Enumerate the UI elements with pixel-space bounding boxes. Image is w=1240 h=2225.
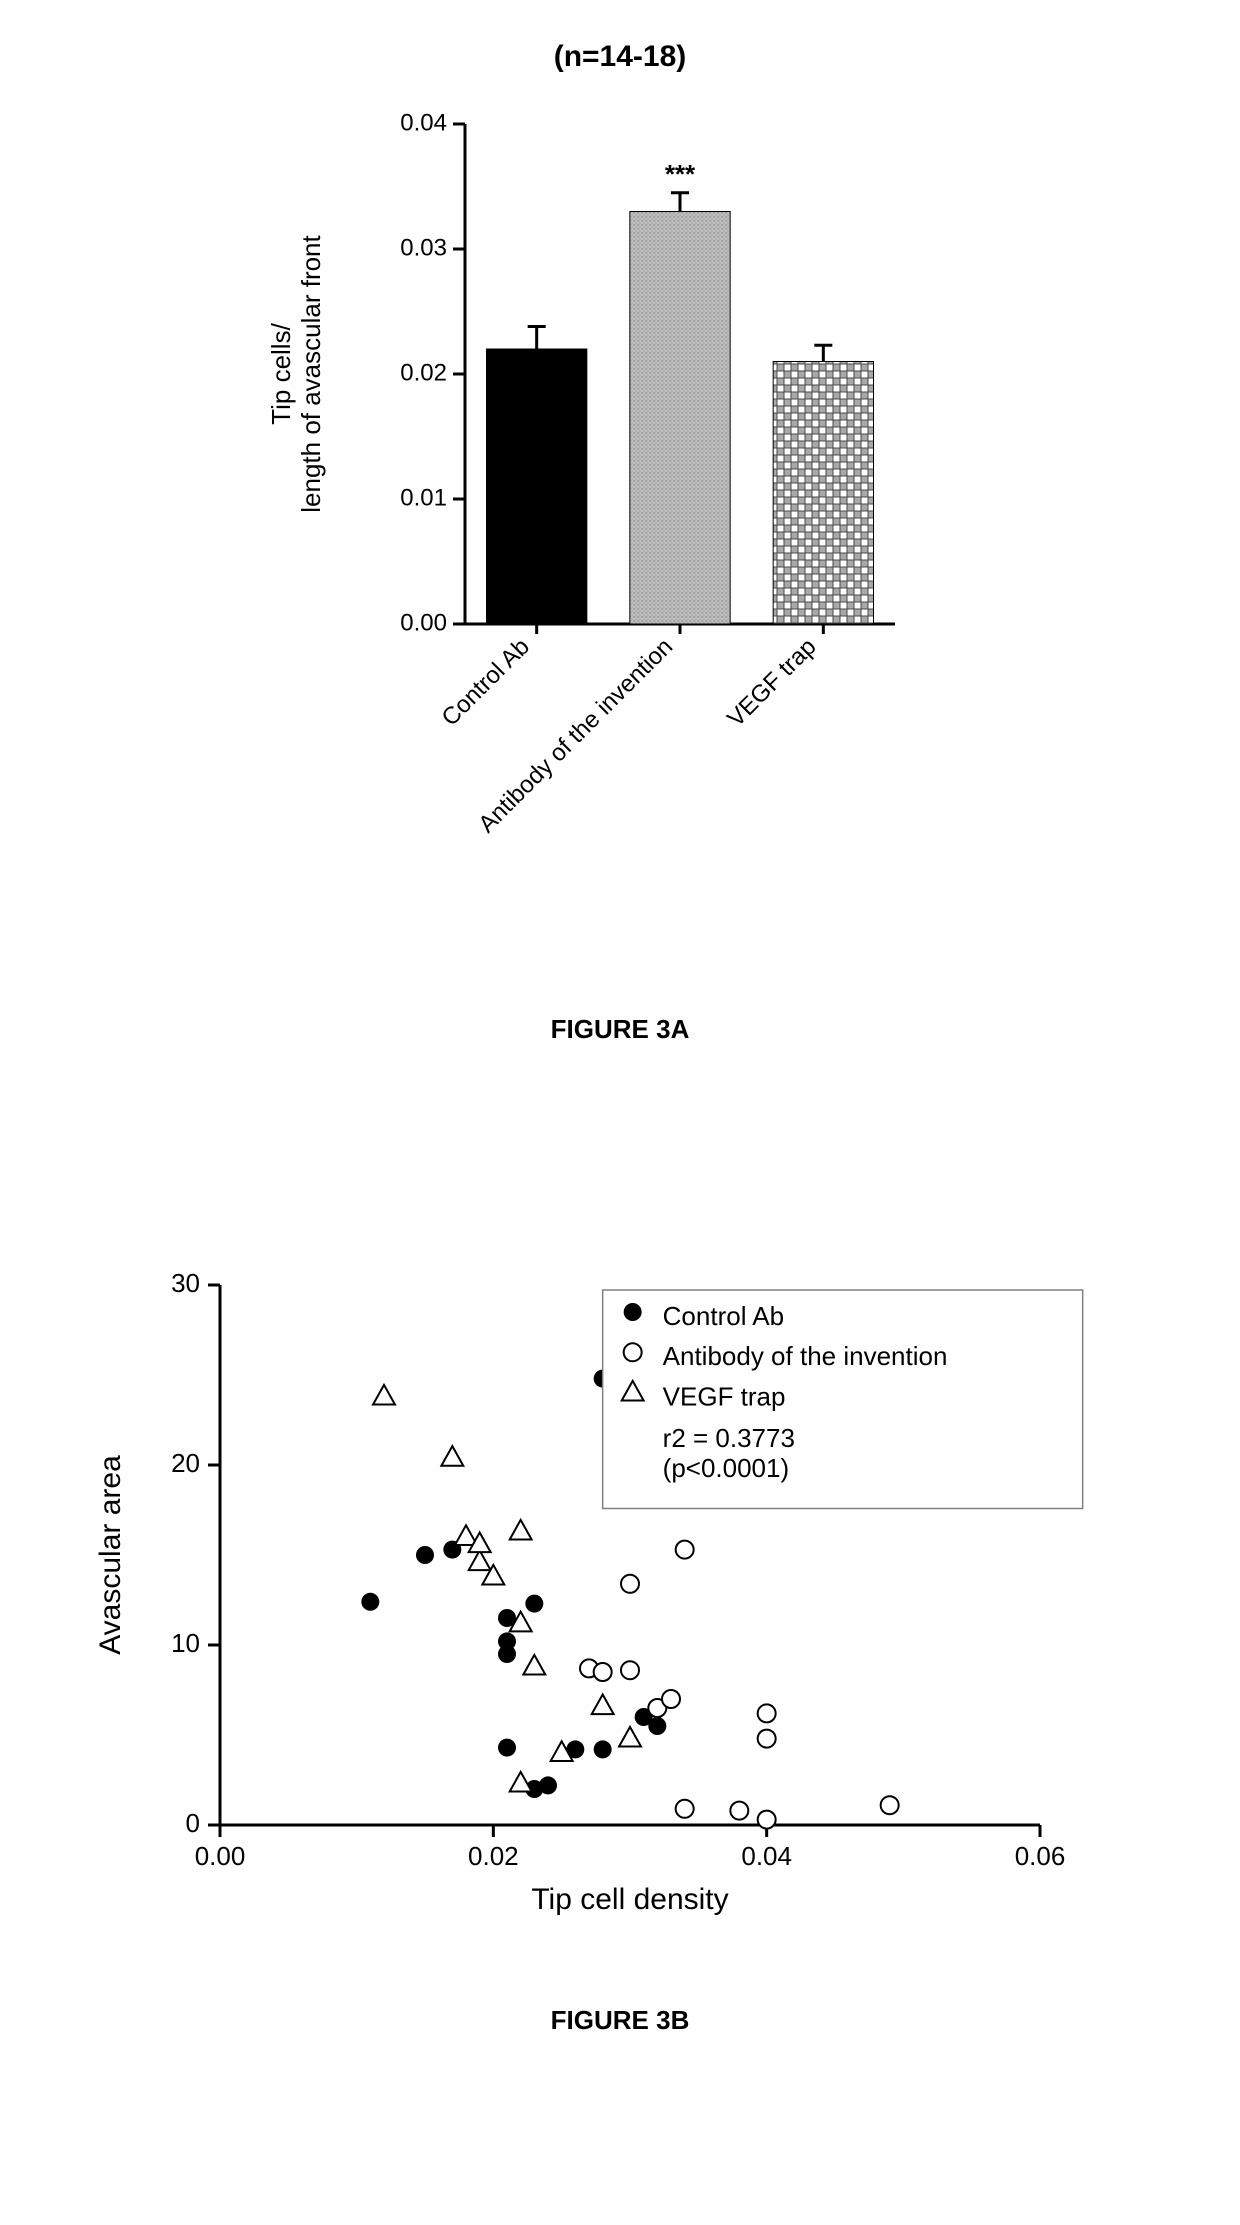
point-open-circle — [676, 1541, 694, 1559]
bar — [630, 212, 730, 625]
svg-text:Tip cells/: Tip cells/ — [266, 322, 296, 424]
svg-text:0.00: 0.00 — [400, 609, 447, 636]
figure-3a-block: (n=14-18) 0.00 0.01 0.02 0.03 0.04 Tip cells/… — [0, 40, 1240, 1045]
point-open-triangle — [619, 1727, 641, 1747]
point-filled-circle — [594, 1740, 612, 1758]
fig-b-caption: FIGURE 3B — [551, 2005, 690, 2036]
point-open-circle — [758, 1730, 776, 1748]
figure-3b-block: 0 10 20 30 0.00 0.02 0.04 0.06 Avascular area Tip… — [0, 1245, 1240, 2036]
point-open-circle — [594, 1663, 612, 1681]
point-open-circle — [730, 1802, 748, 1820]
bar — [487, 349, 587, 624]
legend-stat: (p<0.0001) — [663, 1453, 789, 1483]
svg-text:0.02: 0.02 — [468, 1841, 519, 1871]
point-open-triangle — [373, 1385, 395, 1405]
point-open-circle — [758, 1704, 776, 1722]
svg-text:0.02: 0.02 — [400, 359, 447, 386]
significance-marker: *** — [665, 159, 696, 189]
fig-a-chart: 0.00 0.01 0.02 0.03 0.04 Tip cells/length of … — [245, 84, 995, 984]
fig-a-over-title: (n=14-18) — [554, 40, 687, 74]
legend-item-label: Control Ab — [663, 1301, 784, 1331]
fig-a-caption: FIGURE 3A — [551, 1014, 690, 1045]
point-open-triangle — [469, 1550, 491, 1570]
svg-text:0.01: 0.01 — [400, 484, 447, 511]
x-axis-label: Tip cell density — [531, 1883, 728, 1916]
svg-text:0.00: 0.00 — [195, 1841, 246, 1871]
point-filled-circle — [539, 1776, 557, 1794]
point-filled-circle — [416, 1546, 434, 1564]
point-open-circle — [621, 1661, 639, 1679]
point-open-circle — [881, 1796, 899, 1814]
fig-b-chart: 0 10 20 30 0.00 0.02 0.04 0.06 Avascular area Tip… — [70, 1245, 1170, 1975]
y-axis-label: Avascular area — [94, 1455, 127, 1655]
point-open-circle — [624, 1343, 642, 1361]
point-open-circle — [621, 1575, 639, 1593]
svg-text:0.04: 0.04 — [400, 109, 447, 136]
point-open-circle — [662, 1690, 680, 1708]
point-filled-circle — [624, 1303, 642, 1321]
svg-text:length of avascular front: length of avascular front — [296, 234, 326, 512]
svg-text:30: 30 — [171, 1268, 200, 1298]
point-filled-circle — [498, 1739, 516, 1757]
bar-category-label: VEGF trap — [722, 633, 821, 732]
point-open-triangle — [592, 1694, 614, 1714]
svg-text:0.04: 0.04 — [741, 1841, 792, 1871]
bar-category-label: Control Ab — [437, 633, 535, 731]
legend-item-label: VEGF trap — [663, 1381, 786, 1411]
point-filled-circle — [525, 1595, 543, 1613]
point-open-triangle — [510, 1520, 532, 1540]
bar — [773, 362, 873, 625]
point-open-circle — [758, 1811, 776, 1829]
point-open-circle — [676, 1800, 694, 1818]
svg-text:0.03: 0.03 — [400, 234, 447, 261]
legend-stat: r2 = 0.3773 — [663, 1423, 795, 1453]
svg-text:20: 20 — [171, 1448, 200, 1478]
point-open-triangle — [523, 1655, 545, 1675]
point-filled-circle — [361, 1593, 379, 1611]
point-filled-circle — [648, 1717, 666, 1735]
svg-text:0: 0 — [186, 1808, 200, 1838]
point-open-triangle — [510, 1772, 532, 1792]
point-open-triangle — [441, 1446, 463, 1466]
legend-item-label: Antibody of the invention — [663, 1341, 948, 1371]
svg-text:10: 10 — [171, 1628, 200, 1658]
svg-text:0.06: 0.06 — [1015, 1841, 1066, 1871]
point-filled-circle — [498, 1645, 516, 1663]
